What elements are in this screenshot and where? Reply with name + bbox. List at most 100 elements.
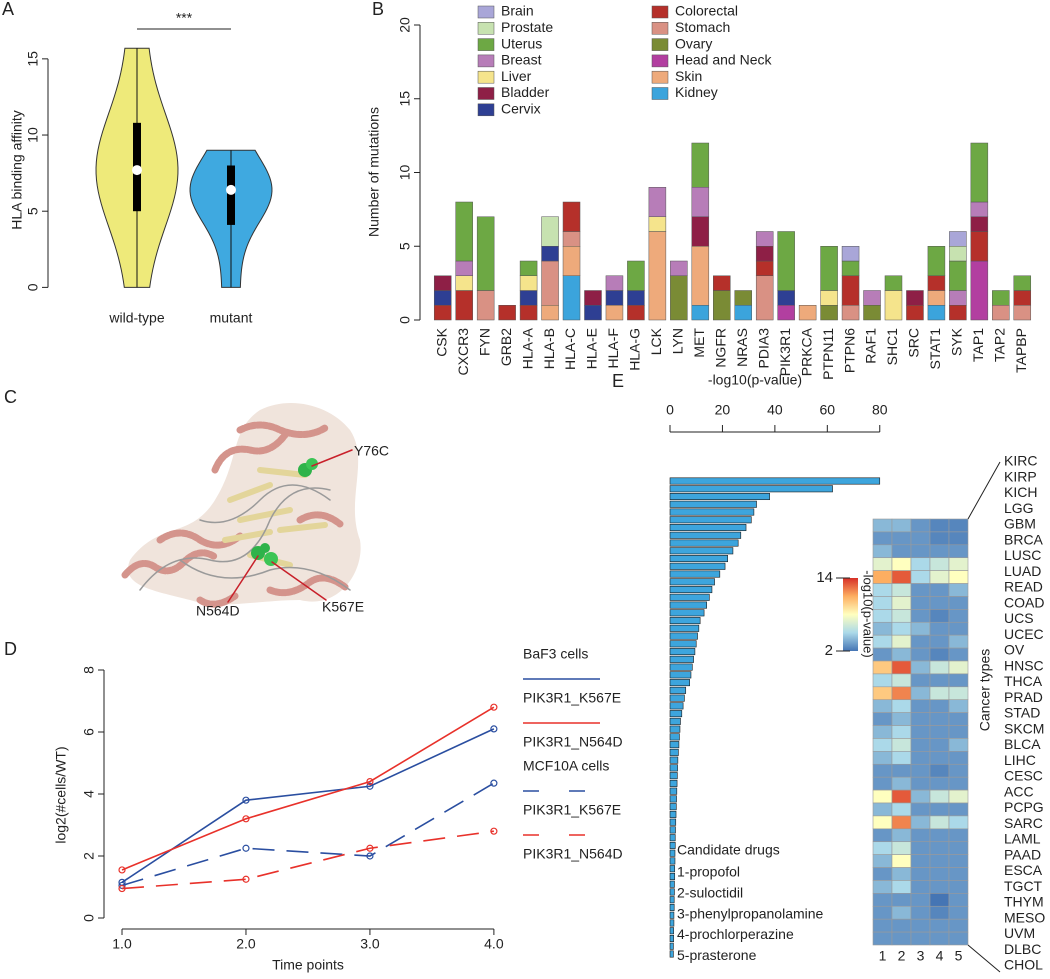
heatmap-cell [910, 763, 931, 778]
heatmap-cell [948, 931, 969, 946]
heatmap-cell [948, 763, 969, 778]
bar-segment [648, 216, 667, 232]
x-tick-label: HLA-E [584, 328, 600, 369]
bar [669, 555, 728, 563]
bar [669, 493, 770, 501]
heatmap-cell [929, 647, 950, 662]
x-tick-label: 60 [820, 402, 836, 418]
x-tick-label: 80 [872, 402, 888, 418]
bar-segment [691, 305, 710, 321]
heatmap-cell [891, 738, 912, 752]
heatmap-cell [910, 544, 931, 559]
heatmap-cell [929, 686, 950, 701]
heatmap-cell [929, 931, 950, 946]
legend-label: Brain [501, 3, 534, 19]
x-tick-label: GRB2 [498, 328, 514, 366]
heatmap-cell [929, 596, 950, 610]
heatmap-cell [910, 751, 931, 765]
bar [669, 795, 677, 803]
point [118, 884, 126, 893]
row-label: UCS [1004, 610, 1034, 626]
y-tick-label: 8 [81, 666, 97, 674]
legend-label: Cervix [501, 101, 541, 117]
heatmap-cell [948, 557, 969, 571]
heatmap-cell [872, 841, 893, 855]
heatmap-cell [872, 763, 893, 778]
heatmap-cell [872, 918, 893, 933]
point [490, 827, 498, 835]
legend-swatch [651, 70, 669, 84]
bar [669, 710, 683, 718]
row-label: COAD [1004, 594, 1044, 610]
heatmap-cell [872, 673, 893, 688]
heatmap-cell [948, 725, 969, 739]
bar [669, 803, 677, 811]
bar-segment [519, 305, 538, 321]
bar [669, 671, 692, 679]
heatmap-cell [948, 634, 969, 649]
x-tick-label: HLA-G [627, 328, 643, 371]
bar [669, 663, 693, 671]
heatmap-cell [891, 893, 912, 907]
bar-segment [433, 305, 452, 321]
heatmap-cell [891, 570, 912, 584]
y-tick-label: 0 [25, 283, 41, 291]
bar-segment [713, 290, 731, 321]
bar-segment [755, 275, 774, 321]
bar-segment [433, 290, 452, 306]
bar-segment [970, 216, 989, 232]
heatmap-cell [891, 931, 912, 946]
legend-swatch [651, 87, 669, 100]
heatmap-cell [948, 686, 969, 701]
bar [669, 950, 674, 958]
bar-segment [476, 290, 495, 321]
legend-label: Skin [675, 68, 702, 84]
point [490, 725, 498, 733]
heatmap-cell [910, 802, 931, 817]
bar [669, 756, 679, 764]
bar-segment [691, 142, 710, 188]
x-tick-label: HLA-A [519, 327, 535, 369]
point [242, 796, 250, 804]
bar-segment [949, 260, 967, 291]
heatmap-cell [948, 802, 969, 817]
mutation-label: K567E [322, 599, 364, 615]
x-axis-title: -log10(p-value) [708, 372, 802, 388]
heatmap-cell [891, 854, 912, 868]
bar-segment [820, 290, 838, 306]
heatmap-cell [910, 828, 931, 843]
legend-swatch [651, 5, 669, 19]
bar-segment [841, 275, 860, 306]
y-axis-title: HLA binding affinity [9, 110, 25, 230]
bar [669, 547, 734, 555]
bar-segment [841, 246, 860, 262]
bar-segment [949, 305, 967, 321]
bar [669, 648, 696, 656]
bar-segment [906, 305, 924, 321]
heatmap-cell [872, 828, 893, 843]
legend-group: MCF10A cells [523, 758, 609, 774]
bar [669, 787, 678, 795]
row-label: LIHC [1004, 752, 1036, 768]
heatmap-cell [910, 609, 931, 623]
bar [669, 725, 681, 733]
x-tick-label: NGFR [712, 328, 728, 368]
heatmap-cell [929, 867, 950, 881]
legend-item: 4-prochlorperazine [677, 926, 794, 942]
bar-segment [949, 231, 967, 247]
bar [669, 872, 676, 880]
bar [669, 562, 726, 570]
heatmap-cell [891, 751, 912, 765]
heatmap-cell [872, 699, 893, 713]
x-tick-label: SYK [949, 327, 965, 356]
point [490, 779, 498, 787]
x-tick-label: RAF1 [863, 328, 879, 364]
heatmap-cell [910, 712, 931, 726]
heatmap-cell [948, 621, 969, 636]
heatmap-cell [910, 557, 931, 571]
row-label: KIRP [1004, 468, 1037, 484]
violin-median [226, 184, 236, 195]
colorbar [843, 578, 858, 651]
heatmap-cell [872, 893, 893, 907]
bar [669, 593, 710, 601]
